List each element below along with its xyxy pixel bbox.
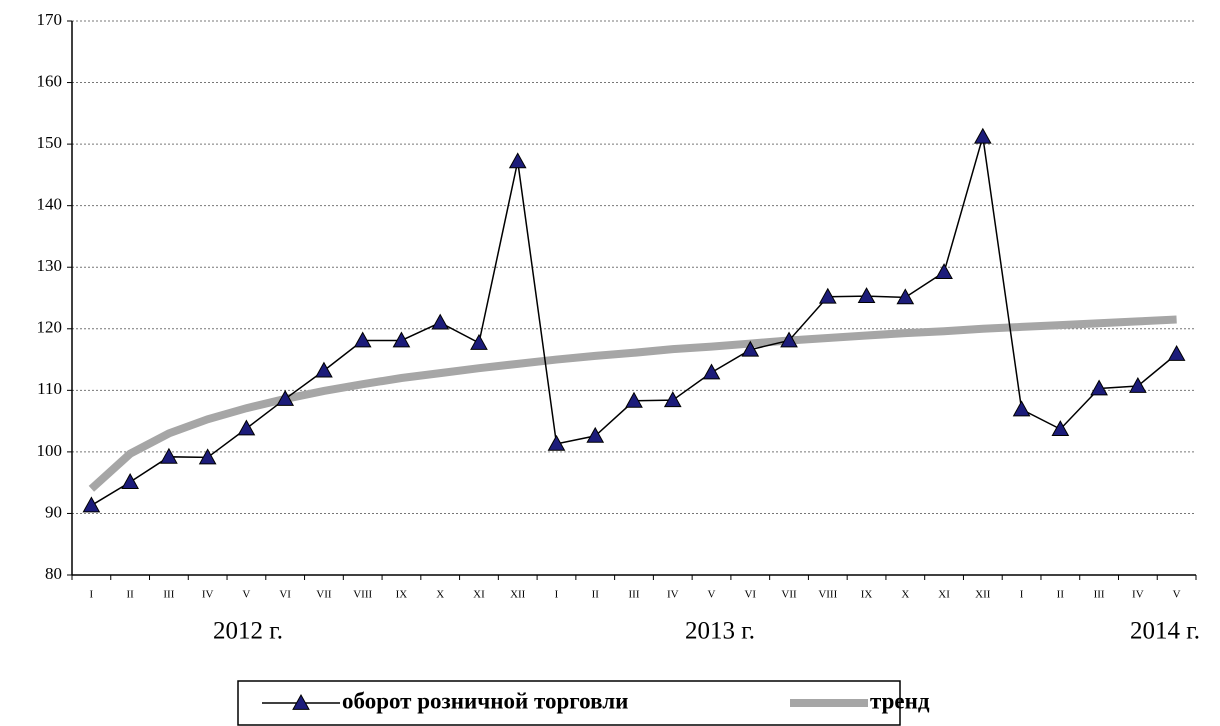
x-tick-label: X bbox=[901, 589, 909, 601]
x-tick-label: I bbox=[90, 589, 94, 601]
x-tick-label: XI bbox=[473, 589, 485, 601]
marker bbox=[741, 340, 760, 357]
x-tick-label: IV bbox=[667, 589, 679, 601]
marker bbox=[508, 152, 527, 169]
x-tick-label: VII bbox=[316, 589, 332, 601]
marker bbox=[315, 361, 333, 378]
marker bbox=[896, 288, 915, 305]
marker bbox=[1012, 400, 1031, 417]
x-tick-label: V bbox=[242, 589, 250, 601]
marker bbox=[470, 333, 488, 350]
y-tick-label: 140 bbox=[37, 195, 63, 214]
y-tick-label: 170 bbox=[37, 10, 63, 29]
marker bbox=[160, 447, 178, 464]
year-label: 2012 г. bbox=[213, 618, 283, 645]
marker bbox=[237, 419, 256, 436]
marker bbox=[431, 313, 450, 330]
marker bbox=[1090, 379, 1108, 396]
marker bbox=[392, 331, 411, 348]
x-tick-label: XII bbox=[510, 589, 526, 601]
x-tick-label: V bbox=[1173, 589, 1181, 601]
x-tick-label: III bbox=[163, 589, 174, 601]
legend-label: оборот розничной торговли bbox=[342, 688, 628, 713]
x-tick-label: II bbox=[1057, 589, 1065, 601]
marker bbox=[780, 331, 798, 348]
year-label: 2014 г. bbox=[1130, 618, 1200, 645]
x-tick-label: VIII bbox=[353, 589, 372, 601]
marker bbox=[663, 391, 682, 408]
x-tick-label: III bbox=[629, 589, 640, 601]
x-tick-label: XI bbox=[938, 589, 950, 601]
y-tick-label: 80 bbox=[45, 564, 62, 583]
y-tick-label: 90 bbox=[45, 502, 62, 521]
x-tick-label: I bbox=[1020, 589, 1024, 601]
marker bbox=[973, 127, 992, 144]
year-label: 2013 г. bbox=[685, 618, 755, 645]
marker bbox=[625, 391, 643, 408]
x-tick-label: VIII bbox=[818, 589, 837, 601]
marker bbox=[121, 473, 139, 489]
marker bbox=[198, 448, 217, 465]
legend-label: тренд bbox=[870, 688, 930, 713]
x-tick-label: X bbox=[436, 589, 444, 601]
x-tick-label: IV bbox=[1132, 589, 1144, 601]
x-tick-label: VI bbox=[744, 589, 756, 601]
marker bbox=[586, 426, 605, 443]
marker bbox=[82, 496, 101, 513]
marker bbox=[857, 287, 876, 304]
trend-line bbox=[88, 315, 1177, 492]
marker bbox=[818, 287, 837, 304]
y-tick-label: 120 bbox=[37, 318, 63, 337]
series-line bbox=[90, 136, 1178, 507]
marker bbox=[935, 263, 953, 280]
legend-marker bbox=[292, 693, 310, 710]
x-tick-label: VI bbox=[279, 589, 291, 601]
y-tick-label: 110 bbox=[37, 379, 62, 398]
x-tick-label: IX bbox=[861, 589, 873, 601]
marker bbox=[1051, 420, 1070, 437]
y-tick-label: 100 bbox=[37, 441, 63, 460]
x-tick-label: IX bbox=[396, 589, 408, 601]
marker bbox=[702, 363, 721, 380]
marker bbox=[547, 434, 566, 451]
x-tick-label: I bbox=[555, 589, 559, 601]
marker bbox=[1129, 376, 1147, 393]
x-tick-label: III bbox=[1094, 589, 1105, 601]
y-tick-label: 130 bbox=[37, 256, 63, 275]
marker bbox=[276, 389, 295, 406]
legend bbox=[237, 680, 901, 726]
y-tick-label: 160 bbox=[37, 71, 63, 90]
marker bbox=[353, 331, 372, 348]
x-tick-label: II bbox=[592, 589, 600, 601]
x-tick-label: V bbox=[708, 589, 716, 601]
y-tick-label: 150 bbox=[37, 133, 63, 152]
x-tick-label: VII bbox=[781, 589, 797, 601]
x-tick-label: IV bbox=[202, 589, 214, 601]
x-tick-label: XII bbox=[975, 589, 991, 601]
marker bbox=[1167, 344, 1186, 361]
x-tick-label: II bbox=[126, 589, 134, 601]
